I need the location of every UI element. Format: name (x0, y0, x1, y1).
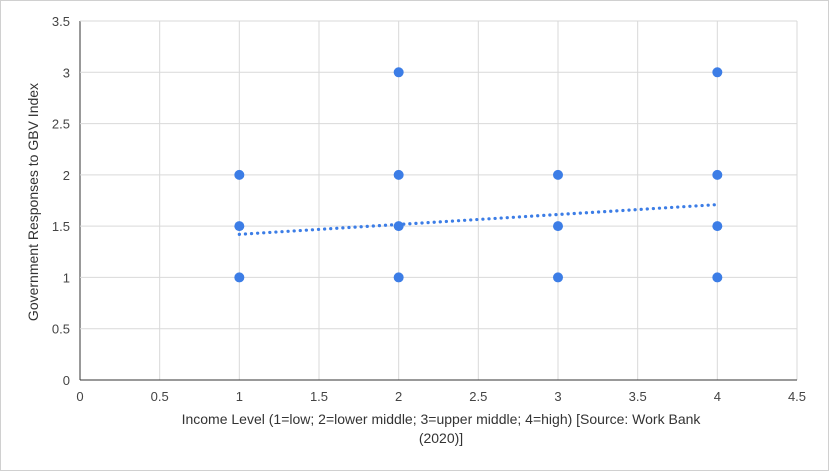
y-tick-label: 0 (63, 373, 70, 388)
data-point (712, 67, 723, 78)
y-tick-label: 0.5 (52, 322, 70, 337)
y-tick-label: 3.5 (52, 14, 70, 29)
data-points (234, 67, 723, 283)
data-point (234, 221, 245, 232)
x-axis-title-line-2: (2020)] (419, 430, 463, 446)
data-point (393, 272, 404, 283)
x-tick-label: 3.5 (629, 389, 647, 404)
x-tick-label: 4.5 (788, 389, 806, 404)
data-point (712, 221, 723, 232)
x-tick-label: 1.5 (310, 389, 328, 404)
data-point (553, 169, 563, 180)
data-point (393, 221, 404, 232)
x-tick-label: 0.5 (151, 389, 169, 404)
y-tick-label: 2.5 (52, 117, 70, 132)
data-point (553, 272, 563, 283)
grid-lines (79, 20, 798, 381)
data-point (712, 272, 723, 283)
y-tick-label: 1 (63, 270, 70, 285)
x-tick-label: 2 (395, 389, 402, 404)
x-tick-labels: 0 0.5 1 1.5 2 2.5 3 3.5 4 4.5 (76, 389, 806, 404)
data-point (234, 169, 245, 180)
data-point (712, 169, 723, 180)
y-axis-title: Government Responses to GBV Index (25, 83, 41, 321)
y-tick-label: 3 (63, 65, 70, 80)
x-tick-label: 3 (554, 389, 561, 404)
data-point (234, 272, 245, 283)
x-tick-label: 4 (714, 389, 721, 404)
x-tick-label: 0 (76, 389, 83, 404)
x-tick-label: 2.5 (469, 389, 487, 404)
data-point (553, 221, 563, 232)
y-tick-label: 1.5 (52, 219, 70, 234)
data-point (393, 169, 404, 180)
data-point (393, 67, 404, 78)
x-axis-title-line-1: Income Level (1=low; 2=lower middle; 3=u… (182, 411, 702, 427)
x-tick-label: 1 (236, 389, 243, 404)
y-tick-label: 2 (63, 168, 70, 183)
trendline (237, 203, 719, 236)
y-tick-labels: 0 0.5 1 1.5 2 2.5 3 3.5 (52, 14, 70, 388)
